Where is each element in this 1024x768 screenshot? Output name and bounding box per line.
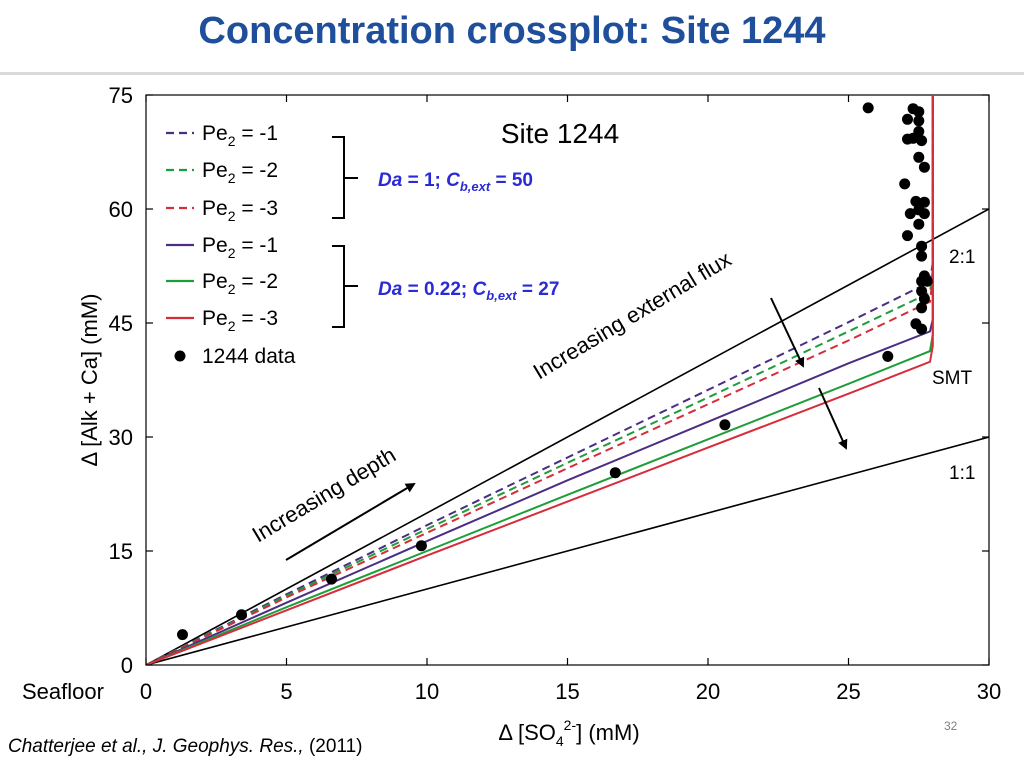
legend-swatch-points (174, 350, 186, 362)
data-point-16 (913, 151, 925, 163)
group-label-da1: Da = 1; Cb,ext = 50 (378, 170, 533, 194)
data-point-33 (916, 302, 928, 314)
group-bracket-1 (332, 136, 358, 219)
data-point-15 (916, 135, 928, 147)
legend-label-3: Pe2 = -1 (202, 234, 278, 261)
citation: Chatterjee et al., J. Geophys. Res., (20… (8, 736, 363, 758)
data-point-17 (918, 161, 930, 173)
citation-year: (2011) (303, 736, 363, 757)
series-solid-pe2-3 (146, 95, 934, 665)
x-tick-label-0: 0 (140, 679, 152, 704)
x-tick-label-10: 10 (415, 679, 439, 704)
data-point-27 (916, 250, 928, 262)
legend-label-6: 1244 data (202, 345, 296, 368)
title-divider (0, 72, 1024, 75)
legend-label-2: Pe2 = -3 (202, 197, 278, 224)
data-point-35 (916, 323, 928, 335)
data-point-0 (177, 629, 188, 641)
x-tick-label-30: 30 (977, 679, 1001, 704)
chart-title: Site 1244 (501, 118, 619, 149)
flux-arrow-lower (818, 387, 848, 450)
flux-arrow-upper (770, 297, 805, 368)
data-point-11 (913, 115, 925, 127)
data-point-1 (236, 609, 247, 621)
ratio-1-1-label: 1:1 (949, 463, 975, 484)
reference-line-2-1 (146, 208, 989, 665)
data-point-4 (609, 467, 621, 479)
x-axis-label: Δ [SO42-] (mM) (498, 717, 639, 749)
data-point-26 (916, 240, 928, 252)
x-tick-label-5: 5 (280, 679, 292, 704)
y-tick-label-60: 60 (109, 197, 133, 222)
increasing-depth-label: Increasing depth (248, 442, 400, 547)
group-bracket-2 (332, 245, 358, 328)
smt-label: SMT (932, 368, 973, 389)
data-point-7 (862, 102, 874, 114)
citation-authors: Chatterjee et al., J. Geophys. Res., (8, 736, 304, 757)
slide-title: Concentration crossplot: Site 1244 (198, 10, 826, 52)
data-point-22 (904, 208, 916, 220)
x-tick-label-20: 20 (696, 679, 720, 704)
data-point-14 (902, 133, 913, 145)
data-point-19 (910, 195, 922, 207)
legend-label-4: Pe2 = -2 (202, 270, 278, 297)
legend: Pe2 = -1 Pe2 = -2 Pe2 = -3 Pe2 = -1 Pe2 = -2… (166, 122, 296, 368)
y-axis-label: Δ [Alk + Ca] (mM) (77, 294, 102, 467)
data-point-30 (921, 275, 933, 287)
data-point-3 (415, 540, 427, 552)
y-tick-label-15: 15 (109, 539, 133, 564)
increasing-depth-arrow (285, 482, 416, 561)
data-point-5 (719, 419, 731, 431)
x-tick-label-25: 25 (836, 679, 860, 704)
seafloor-label: Seafloor (22, 679, 104, 704)
data-point-25 (902, 230, 913, 242)
series-dashed-pe2-2 (146, 95, 934, 665)
data-point-2 (326, 573, 337, 585)
legend-label-5: Pe2 = -3 (202, 307, 278, 334)
data-point-32 (918, 293, 930, 305)
data-point-10 (902, 113, 913, 125)
y-tick-label-75: 75 (109, 83, 133, 108)
data-point-20 (918, 196, 930, 208)
data-point-6 (882, 350, 894, 362)
y-tick-label-30: 30 (109, 425, 133, 450)
data-point-9 (913, 106, 925, 118)
data-point-24 (913, 218, 925, 230)
reference-line-1-1 (146, 436, 989, 665)
y-tick-label-0: 0 (121, 653, 133, 678)
data-point-23 (918, 208, 930, 220)
legend-label-1: Pe2 = -2 (202, 159, 278, 186)
x-tick-label-15: 15 (555, 679, 579, 704)
data-point-18 (899, 178, 911, 190)
group-label-da022: Da = 0.22; Cb,ext = 27 (378, 279, 559, 303)
legend-label-0: Pe2 = -1 (202, 122, 278, 149)
y-tick-label-45: 45 (109, 311, 133, 336)
page-number: 32 (944, 719, 958, 733)
ratio-2-1-label: 2:1 (949, 247, 975, 268)
